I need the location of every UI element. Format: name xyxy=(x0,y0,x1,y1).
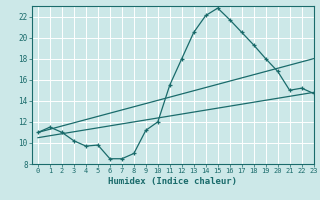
X-axis label: Humidex (Indice chaleur): Humidex (Indice chaleur) xyxy=(108,177,237,186)
